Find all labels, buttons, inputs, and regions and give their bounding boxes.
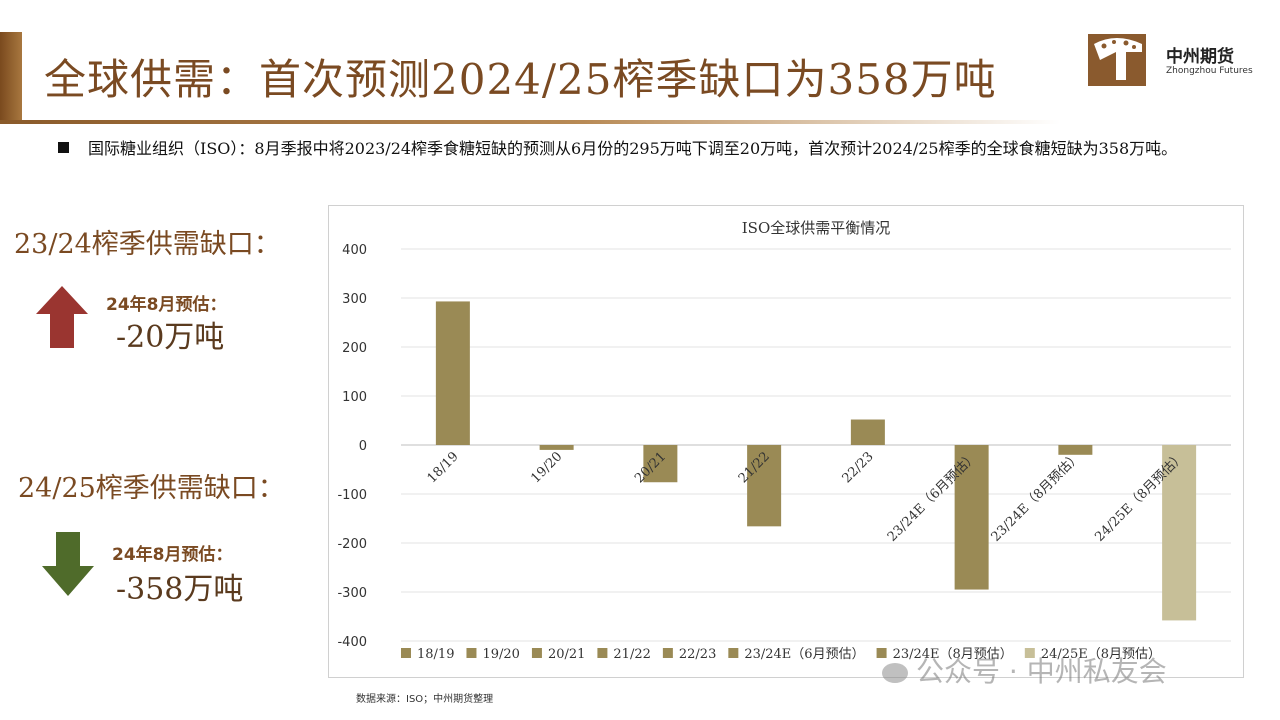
legend-swatch bbox=[876, 648, 887, 658]
legend-label: 19/20 bbox=[482, 647, 519, 662]
gap-heading-2324: 23/24榨季供需缺口： bbox=[14, 229, 281, 260]
estimate-label-2324: 24年8月预估： bbox=[106, 295, 227, 315]
legend-label: 22/23 bbox=[679, 647, 716, 662]
bar-4 bbox=[747, 445, 782, 527]
legend-swatch bbox=[728, 648, 739, 658]
legend-label: 23/24E（8月预估） bbox=[893, 647, 1013, 662]
y-tick-label: 0 bbox=[359, 439, 367, 454]
legend-swatch bbox=[531, 648, 542, 658]
title-underline bbox=[0, 120, 1060, 124]
legend-label: 20/21 bbox=[548, 647, 585, 662]
logo-name-cn: 中州期货 bbox=[1166, 47, 1234, 67]
data-source: 数据来源：ISO；中州期货整理 bbox=[356, 694, 494, 705]
legend-swatch bbox=[466, 648, 477, 658]
title-accent-bar bbox=[0, 32, 22, 124]
logo-name-en: Zhongzhou Futures bbox=[1166, 66, 1253, 76]
estimate-value-2324: -20万吨 bbox=[116, 320, 225, 355]
legend-swatch bbox=[597, 648, 608, 658]
bar-7 bbox=[1058, 445, 1093, 455]
company-logo: 中州期货 Zhongzhou Futures bbox=[1086, 30, 1266, 90]
arrow-down-icon bbox=[42, 532, 94, 596]
y-tick-label: 300 bbox=[342, 292, 367, 307]
category-label: 18/19 bbox=[425, 449, 462, 486]
estimate-label-2425: 24年8月预估： bbox=[112, 545, 233, 565]
bullet-text: 国际糖业组织（ISO）：8月季报中将2023/24榨季食糖短缺的预测从6月份的2… bbox=[88, 139, 1178, 158]
bar-6 bbox=[954, 445, 989, 590]
legend-label: 23/24E（6月预估） bbox=[744, 647, 864, 662]
watermark: 公众号 · 中州私友会 bbox=[882, 650, 1167, 690]
y-tick-label: -100 bbox=[337, 488, 367, 503]
bullet-square-icon bbox=[58, 142, 69, 153]
page-title: 全球供需：首次预测2024/25榨季缺口为358万吨 bbox=[44, 55, 997, 104]
legend-swatch bbox=[1024, 648, 1035, 658]
legend-swatch bbox=[662, 648, 673, 658]
bar-2 bbox=[539, 445, 574, 450]
bar-8 bbox=[1162, 445, 1197, 621]
y-tick-label: 400 bbox=[342, 243, 367, 258]
category-label: 19/20 bbox=[528, 449, 565, 486]
gap-heading-2425: 24/25榨季供需缺口： bbox=[18, 473, 285, 504]
wechat-icon bbox=[882, 663, 908, 683]
y-tick-label: -400 bbox=[337, 635, 367, 650]
arrow-up-icon bbox=[36, 286, 88, 348]
watermark-text: 公众号 · 中州私友会 bbox=[916, 655, 1167, 688]
iso-balance-chart: ISO全球供需平衡情况 400 300 200 100 0 -100 -200 -300 -400… bbox=[337, 219, 1231, 662]
y-tick-label: -300 bbox=[337, 586, 367, 601]
bar-5 bbox=[850, 419, 885, 445]
leopard-logo-icon bbox=[1088, 34, 1146, 86]
legend-label: 21/22 bbox=[613, 647, 650, 662]
bar-1 bbox=[435, 301, 470, 445]
y-tick-label: -200 bbox=[337, 537, 367, 552]
chart-title: ISO全球供需平衡情况 bbox=[742, 219, 891, 237]
chart-frame: ISO全球供需平衡情况 400 300 200 100 0 -100 -200 -300 -400… bbox=[328, 205, 1244, 678]
estimate-value-2425: -358万吨 bbox=[116, 572, 244, 607]
legend-swatch bbox=[401, 648, 411, 658]
legend-label: 24/25E（8月预估） bbox=[1041, 647, 1161, 662]
category-label: 23/24E（8月预估） bbox=[989, 449, 1085, 545]
y-tick-label: 100 bbox=[342, 390, 367, 405]
legend-label: 18/19 bbox=[417, 647, 454, 662]
category-label: 22/23 bbox=[840, 449, 877, 486]
bar-3 bbox=[643, 445, 678, 483]
y-tick-label: 200 bbox=[342, 341, 367, 356]
